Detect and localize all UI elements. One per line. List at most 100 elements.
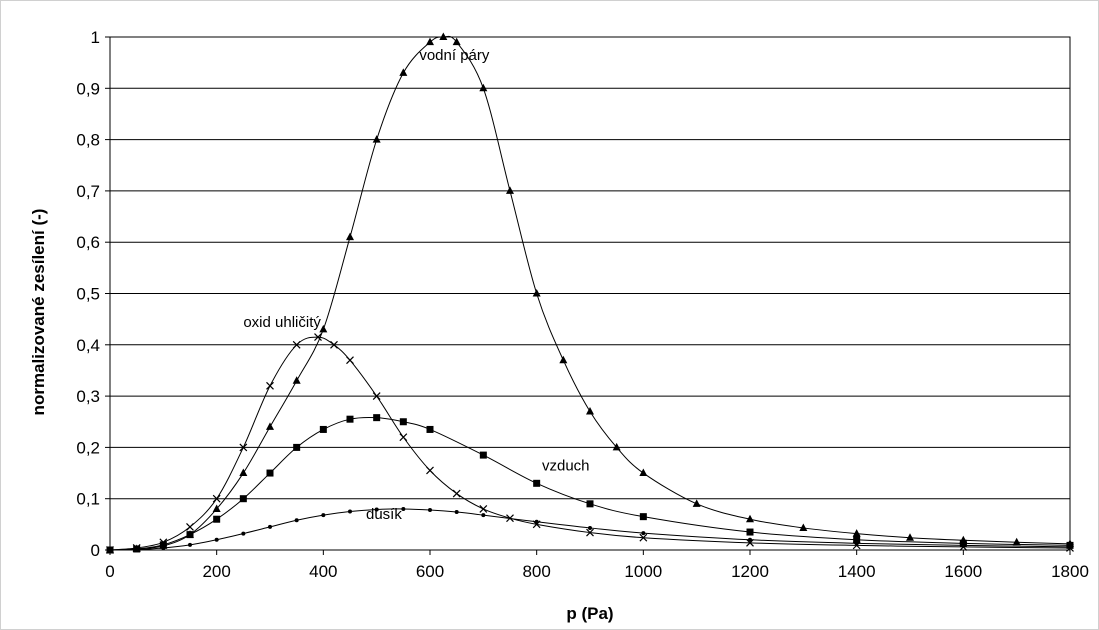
y-tick-label: 0,4 bbox=[76, 336, 100, 355]
y-tick-label: 0,3 bbox=[76, 387, 100, 406]
series-labels: vodní páry oxid uhličitý vzduch dusík bbox=[243, 47, 589, 523]
y-tick-label: 1 bbox=[91, 28, 100, 47]
data-point bbox=[452, 37, 461, 46]
y-axis-title: normalizované zesílení (-) bbox=[29, 209, 48, 416]
data-point bbox=[214, 537, 219, 542]
data-point bbox=[319, 324, 328, 333]
data-point bbox=[746, 514, 754, 523]
data-point bbox=[372, 392, 381, 401]
data-point bbox=[268, 524, 272, 529]
series-layer bbox=[106, 32, 1074, 554]
series-annotation: dusík bbox=[366, 506, 402, 523]
gridlines bbox=[110, 36, 1070, 551]
data-point bbox=[292, 340, 301, 349]
data-point bbox=[372, 135, 381, 143]
data-point bbox=[346, 415, 354, 423]
data-point bbox=[906, 533, 914, 541]
data-point bbox=[479, 83, 488, 92]
data-point bbox=[479, 451, 487, 459]
data-point bbox=[639, 468, 648, 477]
data-point bbox=[746, 538, 754, 547]
data-point bbox=[852, 529, 861, 537]
data-point bbox=[134, 547, 139, 552]
y-tick-label: 0,9 bbox=[76, 79, 100, 98]
data-point bbox=[534, 519, 539, 524]
data-point bbox=[454, 510, 459, 515]
data-point bbox=[266, 422, 274, 430]
data-point bbox=[452, 489, 461, 498]
x-tick-label: 1200 bbox=[731, 562, 769, 581]
data-point bbox=[506, 186, 514, 194]
data-point bbox=[399, 433, 408, 442]
data-point bbox=[188, 542, 192, 547]
data-point bbox=[239, 468, 248, 477]
y-tick-label: 0,6 bbox=[76, 233, 100, 252]
x-tick-label: 200 bbox=[202, 562, 230, 581]
data-point bbox=[853, 536, 861, 544]
y-tick-label: 0,8 bbox=[76, 131, 100, 150]
data-point bbox=[586, 500, 594, 508]
data-point bbox=[588, 525, 592, 530]
data-point bbox=[748, 537, 752, 542]
data-point bbox=[746, 528, 754, 536]
data-point bbox=[239, 443, 248, 452]
x-tick-label: 1000 bbox=[624, 562, 662, 581]
data-point bbox=[586, 406, 594, 415]
x-tick-label: 1400 bbox=[838, 562, 876, 581]
series-annotation: vzduch bbox=[542, 457, 590, 474]
y-tick-label: 0,1 bbox=[76, 490, 100, 509]
data-point bbox=[426, 425, 434, 433]
data-point bbox=[399, 68, 408, 76]
data-point bbox=[961, 543, 966, 548]
data-point bbox=[213, 515, 221, 523]
data-point bbox=[533, 479, 541, 487]
data-point bbox=[959, 539, 967, 547]
data-point bbox=[346, 232, 354, 241]
x-axis-ticks: 0 200 400 600 800 1000 1200 1400 1600 1800 bbox=[105, 550, 1089, 581]
data-point bbox=[401, 506, 406, 511]
series-annotation: vodní páry bbox=[419, 47, 490, 64]
y-tick-label: 0,2 bbox=[76, 438, 100, 457]
series-annotation: oxid uhličitý bbox=[243, 314, 321, 331]
data-point bbox=[108, 548, 112, 552]
series-oxid-uhlicity bbox=[106, 333, 1074, 554]
data-point bbox=[186, 522, 194, 531]
data-point bbox=[319, 425, 327, 433]
data-point bbox=[854, 541, 859, 546]
y-tick-label: 0,7 bbox=[76, 182, 100, 201]
data-point bbox=[186, 531, 194, 539]
data-point bbox=[641, 531, 646, 536]
data-point bbox=[374, 507, 379, 512]
series-dusik bbox=[108, 506, 1072, 552]
data-point bbox=[239, 495, 247, 503]
data-point bbox=[266, 469, 274, 477]
data-point bbox=[426, 466, 434, 475]
data-point bbox=[1012, 537, 1021, 546]
data-point bbox=[241, 531, 246, 536]
data-point bbox=[348, 509, 352, 514]
data-point bbox=[373, 414, 381, 422]
x-tick-label: 1800 bbox=[1051, 562, 1089, 581]
data-point bbox=[481, 513, 486, 518]
data-point bbox=[439, 32, 448, 40]
data-point bbox=[330, 340, 338, 349]
data-point bbox=[799, 523, 808, 531]
data-point bbox=[639, 513, 647, 521]
y-tick-label: 0 bbox=[91, 541, 100, 560]
data-point bbox=[612, 442, 621, 451]
data-point bbox=[692, 499, 701, 507]
data-point bbox=[399, 418, 407, 426]
y-tick-label: 0,5 bbox=[76, 285, 100, 304]
data-point bbox=[586, 528, 594, 537]
x-axis-title: p (Pa) bbox=[566, 604, 613, 623]
data-point bbox=[212, 494, 221, 503]
y-axis-ticks: 0 0,1 0,2 0,3 0,4 0,5 0,6 0,7 0,8 0,9 1 bbox=[76, 28, 110, 560]
data-point bbox=[559, 355, 568, 364]
x-tick-label: 400 bbox=[309, 562, 337, 581]
data-point bbox=[428, 507, 432, 512]
data-point bbox=[639, 533, 648, 542]
data-point bbox=[346, 356, 354, 365]
x-tick-label: 600 bbox=[416, 562, 444, 581]
